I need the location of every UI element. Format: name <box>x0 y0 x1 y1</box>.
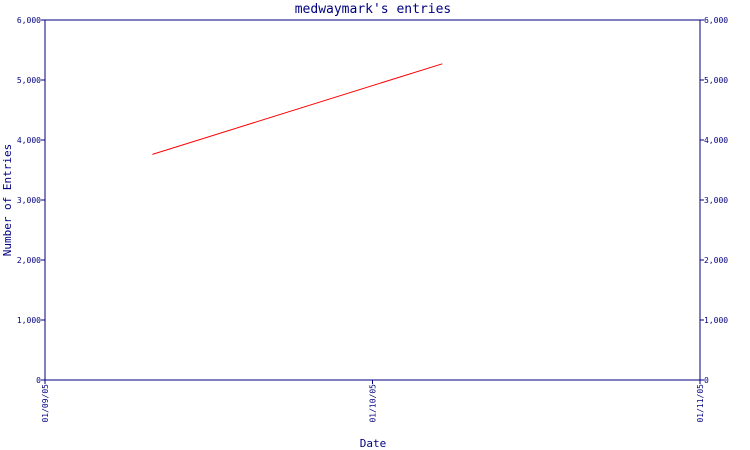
y-tick-label-right: 0 <box>704 376 709 385</box>
plot-area-frame <box>44 19 701 381</box>
y-tick-label-left: 0 <box>36 376 41 385</box>
y-tick-label-left: 6,000 <box>17 16 41 25</box>
chart-title: medwaymark's entries <box>295 2 452 17</box>
series-group <box>152 63 443 155</box>
y-tick-label-left: 5,000 <box>17 76 41 85</box>
x-tick-label: 01/09/05 <box>41 384 50 423</box>
x-axis-label: Date <box>360 437 387 450</box>
y-tick-label-right: 3,000 <box>704 196 728 205</box>
y-tick-label-right: 5,000 <box>704 76 728 85</box>
y-tick-label-left: 2,000 <box>17 256 41 265</box>
x-tick-label: 01/11/05 <box>696 384 705 423</box>
tick-group: 0 0 1,000 1,000 2,000 2,000 3,000 3,000 4,000 4,0… <box>17 16 728 423</box>
y-tick-label-left: 3,000 <box>17 196 41 205</box>
y-axis-label: Number of Entries <box>1 144 14 257</box>
y-tick-label-left: 1,000 <box>17 316 41 325</box>
y-tick-label-right: 4,000 <box>704 136 728 145</box>
y-tick-label-right: 6,000 <box>704 16 728 25</box>
series-line <box>152 63 443 155</box>
x-tick-label: 01/10/05 <box>369 384 378 423</box>
y-tick-label-left: 4,000 <box>17 136 41 145</box>
y-tick-label-right: 2,000 <box>704 256 728 265</box>
y-tick-label-right: 1,000 <box>704 316 728 325</box>
